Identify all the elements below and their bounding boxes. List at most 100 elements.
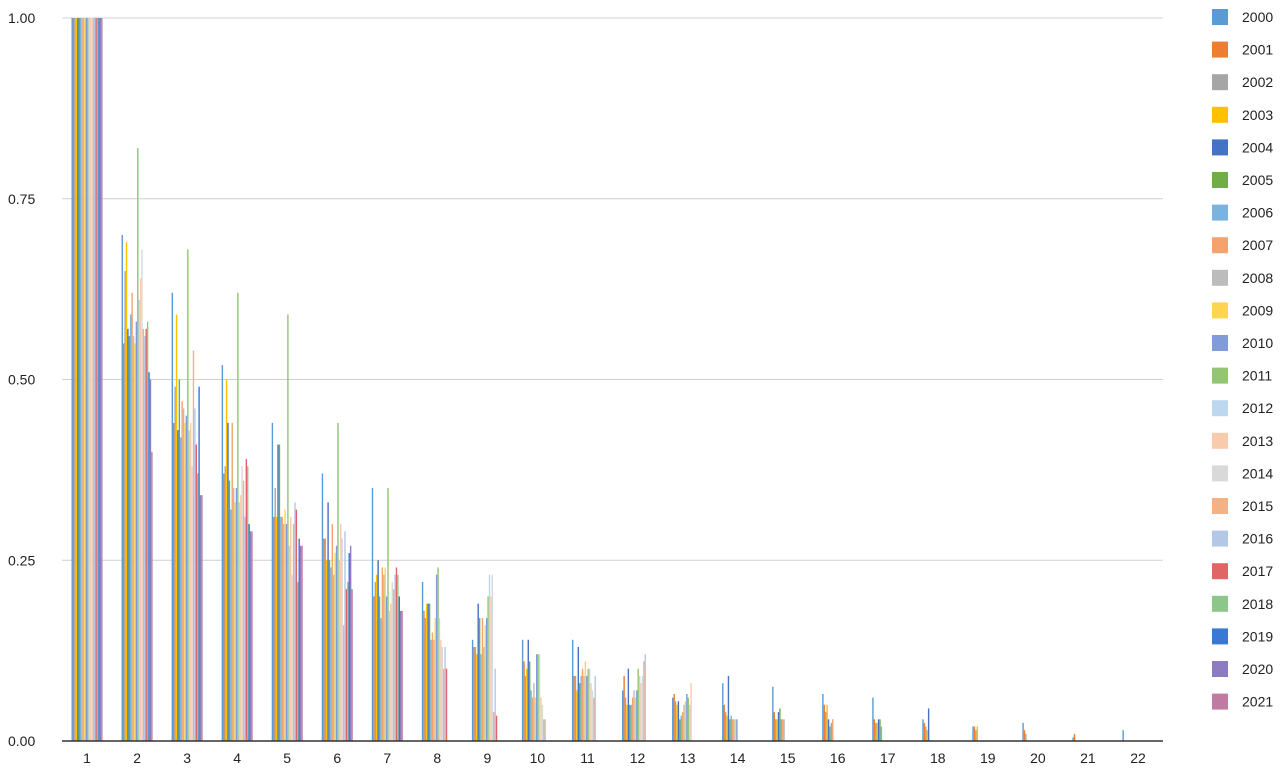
bar-2013-3 — [189, 422, 192, 741]
bar-2006-1 — [79, 18, 82, 741]
bar-2004-3 — [177, 430, 179, 741]
bar-2007-9 — [481, 618, 484, 741]
bar-2018-1 — [96, 18, 99, 741]
bar-2012-4 — [238, 502, 240, 741]
bar-2015-4 — [242, 480, 245, 741]
bar-2014-5 — [291, 574, 293, 741]
bar-2009-5 — [284, 509, 286, 741]
legend-label: 2020 — [1242, 661, 1273, 677]
legend-swatch — [1212, 335, 1228, 351]
bar-2003-7 — [376, 574, 378, 741]
bar-2000-9 — [471, 639, 474, 741]
bar-2002-18 — [925, 726, 927, 741]
legend-label: 2008 — [1242, 270, 1273, 286]
bar-2010-4 — [235, 487, 238, 741]
bar-2016-3 — [194, 408, 196, 741]
x-tick-label: 4 — [233, 750, 241, 766]
bar-2010-12 — [636, 690, 638, 741]
bar-2015-11 — [593, 697, 595, 741]
bar-2000-18 — [922, 719, 924, 741]
bar-2009-9 — [484, 625, 486, 741]
bar-2013-10 — [540, 697, 542, 741]
bar-2012-13 — [688, 704, 691, 741]
bar-2004-4 — [227, 422, 229, 741]
legend-swatch — [1212, 432, 1228, 449]
bar-2001-11 — [573, 675, 575, 741]
bar-2007-11 — [581, 668, 584, 741]
legend-label: 2019 — [1242, 628, 1273, 644]
bar-2000-1 — [71, 18, 73, 741]
bar-2008-9 — [483, 647, 485, 741]
bar-2001-20 — [1023, 730, 1026, 741]
y-tick-label: 0.25 — [8, 552, 35, 568]
bar-2012-10 — [538, 654, 541, 741]
bar-2008-11 — [583, 675, 585, 741]
bar-2013-7 — [390, 603, 392, 741]
bar-2011-10 — [537, 654, 539, 741]
bar-2002-14 — [724, 712, 727, 741]
y-tick-label: 0.50 — [8, 372, 35, 388]
bar-2018-7 — [397, 574, 399, 741]
bar-2008-3 — [182, 408, 185, 741]
bar-2017-3 — [195, 444, 197, 741]
bar-2002-17 — [875, 722, 877, 741]
bar-2016-11 — [594, 675, 596, 741]
bar-2003-13 — [676, 704, 678, 741]
bar-2000-14 — [722, 683, 724, 741]
x-tick-label: 15 — [780, 750, 796, 766]
bar-2005-5 — [278, 444, 281, 741]
bar-2003-18 — [926, 730, 928, 741]
bar-2002-6 — [324, 538, 326, 741]
bar-2020-5 — [299, 545, 302, 741]
legend-swatch — [1212, 269, 1228, 286]
bar-2021-6 — [351, 589, 353, 741]
x-tick-label: 20 — [1030, 750, 1046, 766]
y-tick-label: 0.00 — [8, 733, 35, 749]
bar-2020-7 — [399, 610, 402, 741]
bar-2009-10 — [534, 697, 537, 741]
bar-2001-1 — [72, 18, 75, 741]
bar-2002-5 — [274, 487, 276, 741]
bar-2020-6 — [349, 545, 352, 741]
legend-label: 2006 — [1242, 205, 1273, 221]
bar-2008-7 — [383, 574, 385, 741]
bar-2009-1 — [84, 18, 86, 741]
legend-label: 2011 — [1242, 368, 1272, 384]
bar-2003-9 — [476, 654, 478, 741]
bar-2000-2 — [121, 234, 123, 741]
bar-2008-12 — [633, 690, 635, 741]
bar-2005-12 — [629, 704, 631, 741]
bar-2011-6 — [337, 422, 339, 741]
bar-2016-1 — [94, 18, 96, 741]
legend-swatch — [1212, 563, 1228, 580]
bar-2006-3 — [180, 437, 182, 741]
x-tick-label: 2 — [133, 750, 141, 766]
y-tick-label: 1.00 — [8, 10, 35, 26]
x-tick-label: 19 — [980, 750, 996, 766]
bar-2008-14 — [733, 719, 735, 741]
bar-2002-4 — [224, 466, 226, 741]
bar-2015-7 — [392, 589, 395, 741]
bar-2009-13 — [684, 701, 687, 741]
bar-2012-1 — [88, 18, 90, 741]
bar-2015-10 — [543, 719, 545, 741]
bar-2008-13 — [683, 704, 685, 741]
bar-2016-10 — [544, 719, 546, 741]
bar-2006-15 — [780, 719, 783, 741]
bar-2005-10 — [528, 661, 531, 741]
bar-2021-4 — [251, 531, 253, 741]
bar-2007-8 — [431, 632, 434, 741]
bar-2000-22 — [1122, 730, 1124, 741]
bar-2010-13 — [686, 694, 688, 741]
legend: 2000 2001 2002 2003 2004 2005 2006 2007 2008 2009… — [1212, 9, 1273, 710]
bar-2001-14 — [723, 704, 725, 741]
bar-2007-13 — [681, 712, 684, 741]
bar-2009-14 — [734, 719, 737, 741]
bar-2000-11 — [571, 639, 574, 741]
legend-label: 2014 — [1242, 465, 1273, 481]
bar-2000-8 — [421, 581, 424, 741]
bar-2010-3 — [185, 415, 188, 741]
bar-2013-13 — [690, 683, 692, 741]
bar-2006-12 — [630, 704, 632, 741]
bar-2016-6 — [344, 531, 346, 741]
